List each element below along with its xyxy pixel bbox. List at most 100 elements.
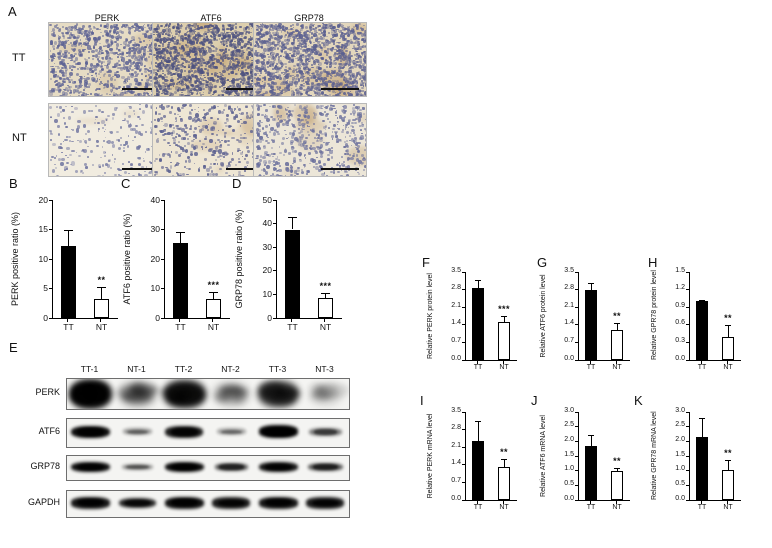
ihc-nucleus xyxy=(240,77,242,80)
ihc-nucleus xyxy=(254,91,257,93)
ihc-nucleus xyxy=(246,89,249,92)
ihc-nucleus xyxy=(168,95,172,96)
ihc-nucleus xyxy=(143,50,147,54)
ihc-nucleus xyxy=(339,37,341,39)
ihc-nucleus xyxy=(355,154,358,157)
ihc-nucleus xyxy=(242,136,245,139)
ihc-nucleus xyxy=(341,75,345,79)
ihc-nucleus xyxy=(196,40,198,43)
ihc-nucleus xyxy=(338,41,341,43)
ihc-nucleus xyxy=(225,91,228,95)
ihc-nucleus xyxy=(100,31,102,34)
ihc-nucleus xyxy=(155,62,158,64)
ihc-nucleus xyxy=(204,48,206,51)
ihc-nucleus xyxy=(110,29,113,33)
ihc-nucleus xyxy=(70,53,74,57)
ihc-nucleus xyxy=(116,71,118,73)
ihc-nucleus xyxy=(353,139,355,142)
ihc-nucleus xyxy=(63,34,66,37)
ihc-nucleus xyxy=(227,36,231,40)
ihc-nucleus xyxy=(260,87,263,89)
ihc-nucleus xyxy=(180,35,184,39)
ihc-nucleus xyxy=(260,39,264,44)
ihc-nucleus xyxy=(199,72,203,76)
ihc-nucleus xyxy=(159,117,163,121)
ihc-nucleus xyxy=(226,42,229,45)
ihc-nucleus xyxy=(57,37,61,41)
ihc-nucleus xyxy=(64,64,68,69)
ihc-nucleus xyxy=(357,117,361,122)
ihc-nucleus xyxy=(122,162,124,165)
ihc-nucleus xyxy=(118,49,121,51)
ihc-nucleus xyxy=(187,50,190,53)
ihc-nucleus xyxy=(248,83,252,87)
ihc-nucleus xyxy=(164,74,166,77)
ihc-nucleus xyxy=(178,42,182,46)
ihc-nucleus xyxy=(361,54,364,57)
ihc-nucleus xyxy=(308,94,312,96)
ihc-nucleus xyxy=(147,78,151,81)
ihc-nucleus xyxy=(59,85,62,88)
ihc-nucleus xyxy=(311,75,314,79)
ihc-nucleus xyxy=(59,89,62,91)
ihc-nucleus xyxy=(118,63,122,66)
ihc-nucleus xyxy=(209,77,213,80)
ihc-nucleus xyxy=(126,51,129,55)
ihc-nucleus xyxy=(157,69,161,72)
ihc-nucleus xyxy=(221,49,224,52)
ihc-nucleus xyxy=(102,151,106,154)
ihc-nucleus xyxy=(98,49,101,52)
ihc-nucleus xyxy=(225,57,227,59)
ihc-nucleus xyxy=(105,118,108,121)
ihc-nucleus xyxy=(111,89,114,91)
ihc-nucleus xyxy=(75,85,78,88)
ihc-nucleus xyxy=(89,34,92,37)
ihc-nucleus xyxy=(139,108,141,110)
ihc-nucleus xyxy=(209,85,213,90)
ihc-nucleus xyxy=(212,54,214,57)
ihc-nucleus xyxy=(184,95,188,96)
ihc-nucleus xyxy=(242,33,245,36)
ihc-nucleus xyxy=(153,70,156,74)
ihc-nucleus xyxy=(68,66,71,69)
ihc-nucleus xyxy=(110,50,113,54)
ihc-nucleus xyxy=(66,147,70,151)
ihc-nucleus xyxy=(347,42,350,46)
ihc-image-PERK-NT xyxy=(48,103,168,177)
ihc-nucleus xyxy=(195,81,197,84)
ihc-nucleus xyxy=(337,83,340,86)
ihc-nucleus xyxy=(343,48,345,51)
ihc-nucleus xyxy=(194,30,197,33)
ihc-nucleus xyxy=(364,145,366,148)
ihc-nucleus xyxy=(246,164,249,166)
ihc-nucleus xyxy=(222,66,226,70)
ihc-nucleus xyxy=(216,79,219,82)
ihc-nucleus xyxy=(239,72,242,75)
ihc-nucleus xyxy=(245,47,248,51)
panel-letter-C: C xyxy=(121,176,131,191)
ihc-nucleus xyxy=(85,85,88,88)
ihc-nucleus xyxy=(79,91,82,94)
ihc-nucleus xyxy=(255,62,258,64)
ihc-nucleus xyxy=(97,36,102,40)
ihc-nucleus xyxy=(117,56,119,58)
ihc-nucleus xyxy=(93,36,97,41)
ihc-nucleus xyxy=(216,133,219,136)
ihc-nucleus xyxy=(220,162,224,166)
ihc-nucleus xyxy=(69,31,73,35)
ihc-nucleus xyxy=(242,89,245,92)
ihc-nucleus xyxy=(209,53,212,56)
ihc-nucleus xyxy=(189,53,192,55)
ihc-nucleus xyxy=(265,27,268,29)
ihc-nucleus xyxy=(345,130,350,134)
ihc-nucleus xyxy=(177,78,179,80)
ihc-nucleus xyxy=(330,81,332,83)
ihc-nucleus xyxy=(210,57,212,60)
ihc-nucleus xyxy=(109,48,113,51)
ihc-nucleus xyxy=(124,37,128,42)
ihc-nucleus xyxy=(333,124,336,128)
ihc-nucleus xyxy=(313,89,315,92)
ihc-nucleus xyxy=(112,30,116,33)
ihc-nucleus xyxy=(61,58,65,62)
ihc-nucleus xyxy=(321,33,326,37)
